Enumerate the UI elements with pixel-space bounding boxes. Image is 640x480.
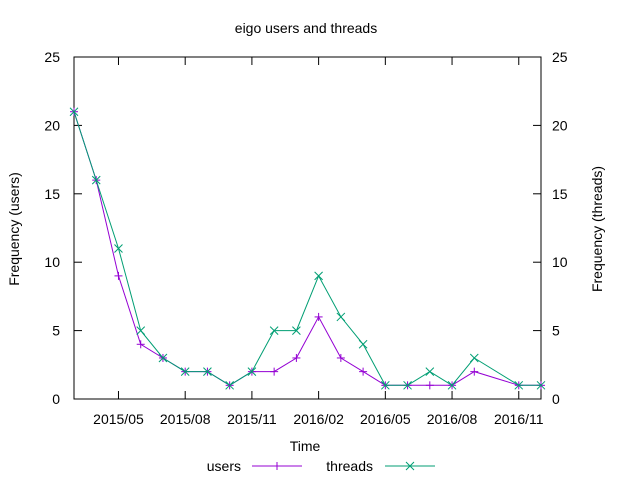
y-tick-label: 0 bbox=[52, 391, 60, 407]
data-point-threads bbox=[514, 380, 524, 390]
y2-tick-label: 5 bbox=[552, 323, 560, 339]
data-point-threads bbox=[469, 353, 479, 363]
x-tick-label: 2015/05 bbox=[93, 411, 144, 427]
series-layer bbox=[69, 107, 546, 390]
legend: users threads bbox=[207, 458, 435, 474]
x-axis-label: Time bbox=[290, 438, 321, 454]
data-point-threads bbox=[292, 326, 301, 335]
data-point-users bbox=[292, 353, 301, 362]
data-point-threads bbox=[225, 380, 235, 390]
data-point-users bbox=[359, 367, 368, 376]
data-point-users bbox=[270, 367, 279, 376]
data-point-users bbox=[470, 367, 479, 376]
y2-tick-label: 15 bbox=[552, 186, 568, 202]
data-point-users bbox=[136, 340, 145, 349]
chart-title: eigo users and threads bbox=[235, 20, 377, 36]
y-tick-label: 15 bbox=[44, 186, 60, 202]
data-point-threads bbox=[425, 367, 435, 376]
data-point-threads bbox=[403, 380, 412, 390]
x-tick-label: 2016/02 bbox=[293, 411, 344, 427]
y-tick-label: 10 bbox=[44, 254, 60, 270]
legend-label: threads bbox=[326, 458, 373, 474]
y2-tick-label: 10 bbox=[552, 254, 568, 270]
x-tick-label: 2016/08 bbox=[427, 411, 478, 427]
y-axis-right: 0 5 10 15 20 25 bbox=[533, 49, 568, 407]
data-point-threads bbox=[91, 175, 101, 185]
y2-tick-label: 25 bbox=[552, 49, 568, 65]
plot-frame bbox=[73, 56, 542, 400]
legend-marker bbox=[273, 462, 281, 470]
data-point-users bbox=[425, 381, 434, 390]
data-point-threads bbox=[69, 107, 79, 117]
data-point-threads bbox=[180, 367, 190, 376]
y-axis-label: Frequency (users) bbox=[6, 172, 22, 286]
data-point-users bbox=[336, 353, 345, 362]
y-axis-left: 0 5 10 15 20 25 bbox=[44, 49, 82, 407]
data-point-threads bbox=[447, 380, 457, 390]
x-tick-label: 2016/05 bbox=[360, 411, 411, 427]
data-point-threads bbox=[380, 380, 390, 390]
data-point-threads bbox=[114, 244, 123, 253]
data-point-threads bbox=[158, 353, 168, 363]
y-tick-label: 25 bbox=[44, 49, 60, 65]
legend-marker bbox=[405, 461, 415, 471]
x-tick-label: 2015/11 bbox=[227, 411, 277, 427]
data-point-threads bbox=[269, 326, 279, 335]
data-point-threads bbox=[203, 367, 212, 376]
legend-label: users bbox=[207, 458, 241, 474]
data-point-users bbox=[314, 312, 323, 321]
y-tick-label: 5 bbox=[52, 323, 60, 339]
data-point-threads bbox=[136, 326, 146, 335]
y-tick-label: 20 bbox=[44, 117, 60, 133]
data-point-threads bbox=[358, 339, 368, 349]
data-point-threads bbox=[314, 271, 323, 281]
data-point-users bbox=[114, 271, 123, 280]
y2-axis-label: Frequency (threads) bbox=[589, 166, 605, 292]
data-point-threads bbox=[336, 312, 346, 322]
x-tick-label: 2015/08 bbox=[160, 411, 211, 427]
x-tick-label: 2016/11 bbox=[494, 411, 544, 427]
data-point-threads bbox=[247, 367, 257, 376]
x-axis: 2015/05 2015/08 2015/11 2016/02 2016/05 2016/… bbox=[93, 57, 544, 427]
y2-tick-label: 20 bbox=[552, 117, 568, 133]
y2-tick-label: 0 bbox=[552, 391, 560, 407]
data-point-threads bbox=[536, 380, 546, 390]
